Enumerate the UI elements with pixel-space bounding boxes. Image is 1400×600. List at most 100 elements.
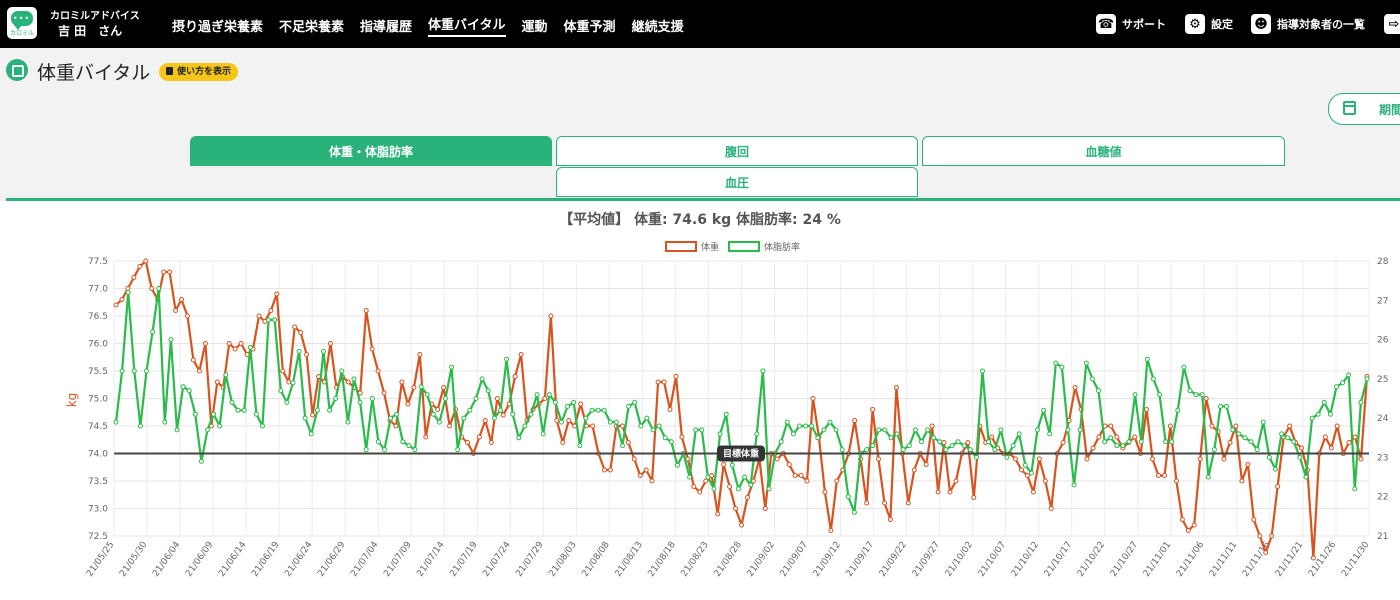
x-tick-label: 21/11/06	[1175, 540, 1207, 579]
tab-waist[interactable]: 腹回	[556, 136, 918, 166]
bodyfat-data-point	[980, 368, 985, 374]
bodyfat-data-point	[180, 384, 186, 390]
bodyfat-data-point	[1083, 360, 1089, 366]
bodyfat-data-point	[546, 392, 552, 398]
bodyfat-data-point	[961, 443, 967, 449]
y-right-tick-label: 24	[1377, 414, 1389, 424]
calendar-icon	[1343, 101, 1356, 115]
weight-data-point	[447, 423, 453, 429]
bodyfat-data-point	[589, 407, 595, 413]
bodyfat-data-point	[760, 368, 766, 374]
weight-data-point	[643, 467, 649, 473]
nav-item-weight-vital[interactable]: 体重バイタル	[428, 12, 506, 37]
bodyfat-data-point	[1187, 388, 1193, 394]
weight-data-point	[602, 467, 607, 473]
bodyfat-data-point	[797, 423, 802, 429]
y-left-tick-label: 76.5	[88, 312, 108, 322]
bodyfat-data-point	[1096, 388, 1101, 394]
weight-data-point	[721, 462, 727, 467]
y-left-tick-label: 77.0	[88, 285, 108, 295]
period-button[interactable]: 期間	[1328, 93, 1400, 125]
bodyfat-data-point	[162, 419, 168, 425]
bodyfat-data-point	[473, 396, 479, 401]
weight-data-point	[423, 434, 429, 440]
bodyfat-data-point	[1218, 403, 1223, 409]
bodyfat-data-point	[1285, 435, 1291, 441]
bodyfat-data-point	[388, 415, 394, 421]
weight-data-point	[1358, 456, 1364, 462]
x-tick-label: 21/07/19	[448, 540, 480, 579]
bodyfat-data-point	[674, 462, 680, 468]
bodyfat-data-point	[583, 415, 589, 421]
nav-item-excess-nutrients[interactable]: 摂り過ぎ栄養素	[172, 19, 264, 35]
weight-data-point	[1150, 456, 1155, 462]
logout-button[interactable]: ⇨	[1384, 12, 1400, 36]
tab-blood-pressure[interactable]: 血圧	[556, 167, 918, 197]
weight-data-point	[691, 484, 697, 489]
nav-item-exercise[interactable]: 運動	[521, 19, 548, 35]
weight-data-point	[1185, 528, 1191, 533]
bodyfat-data-point	[504, 356, 510, 362]
weight-data-point	[1036, 456, 1042, 462]
nav-item-guidance-history[interactable]: 指導履歴	[360, 19, 413, 35]
bodyfat-data-point	[662, 435, 668, 441]
bodyfat-data-point	[729, 462, 735, 468]
bodyfat-data-point	[912, 427, 918, 433]
bodyfat-data-point	[1334, 384, 1339, 390]
nav-item-continued-support[interactable]: 継続支援	[631, 19, 684, 35]
bodyfat-data-point	[1309, 415, 1315, 421]
tab-weight-bodyfat[interactable]: 体重・体脂肪率	[190, 136, 552, 166]
support-link[interactable]: ☎ サポート	[1096, 12, 1166, 36]
settings-link[interactable]: ⚙ 設定	[1185, 12, 1233, 36]
x-tick-label: 21/09/22	[878, 540, 909, 579]
bodyfat-data-point	[870, 443, 876, 449]
weight-data-point	[661, 379, 667, 385]
bodyfat-data-point	[595, 407, 601, 413]
main-nav: 摂り過ぎ栄養素 不足栄養素 指導履歴 体重バイタル 運動 体重予測 継続支援	[172, 0, 684, 48]
bodyfat-data-point	[1230, 427, 1236, 433]
bodyfat-data-point	[278, 388, 284, 394]
weight-data-point	[1328, 445, 1334, 451]
weight-data-point	[876, 456, 881, 462]
tab-blood-sugar[interactable]: 血糖値	[922, 136, 1285, 166]
x-tick-label: 21/06/09	[184, 540, 216, 579]
x-tick-label: 21/09/27	[911, 540, 942, 579]
weight-data-point	[1310, 555, 1316, 561]
weight-data-point	[810, 396, 816, 401]
weight-data-point	[1287, 423, 1293, 429]
bodyfat-data-point	[1236, 431, 1242, 437]
show-howto-button[interactable]: 使い方を表示	[159, 63, 239, 81]
weight-data-point	[1024, 473, 1030, 478]
bodyfat-data-point	[577, 443, 583, 449]
y-right-tick-label: 27	[1377, 296, 1388, 306]
app-logo[interactable]: ••• カロミル	[7, 7, 37, 39]
nav-item-weight-prediction[interactable]: 体重予測	[563, 19, 616, 35]
bodyfat-data-point	[217, 423, 223, 429]
bodyfat-data-point	[272, 317, 278, 323]
weight-data-point	[202, 341, 208, 346]
bodyfat-data-point	[119, 368, 125, 374]
weight-data-point	[1084, 456, 1090, 462]
weight-data-point	[381, 390, 387, 396]
nav-item-deficient-nutrients[interactable]: 不足栄養素	[279, 19, 345, 35]
bodyfat-data-point	[851, 509, 857, 515]
bodyfat-data-point	[925, 427, 931, 433]
x-tick-label: 21/08/18	[647, 540, 679, 579]
legend-label-weight: 体重	[701, 241, 719, 253]
bodyfat-data-point	[418, 384, 424, 390]
weight-data-point	[196, 368, 202, 374]
bodyfat-data-point	[1211, 447, 1217, 453]
bodyfat-data-point	[882, 427, 888, 433]
bodyfat-data-point	[1340, 380, 1346, 386]
weight-data-point	[268, 308, 274, 313]
bodyfat-data-point	[540, 431, 546, 437]
bodyfat-data-point	[1169, 439, 1175, 445]
bodyfat-data-point	[931, 435, 937, 441]
bodyfat-data-point	[528, 411, 534, 417]
clients-list-link[interactable]: ☻ 指導対象者の一覧	[1251, 12, 1365, 36]
weight-data-point	[465, 440, 470, 445]
x-tick-label: 21/11/01	[1142, 540, 1173, 579]
weight-data-point	[905, 500, 911, 506]
bodyfat-data-point	[552, 399, 558, 405]
bodyfat-data-point	[436, 419, 442, 425]
